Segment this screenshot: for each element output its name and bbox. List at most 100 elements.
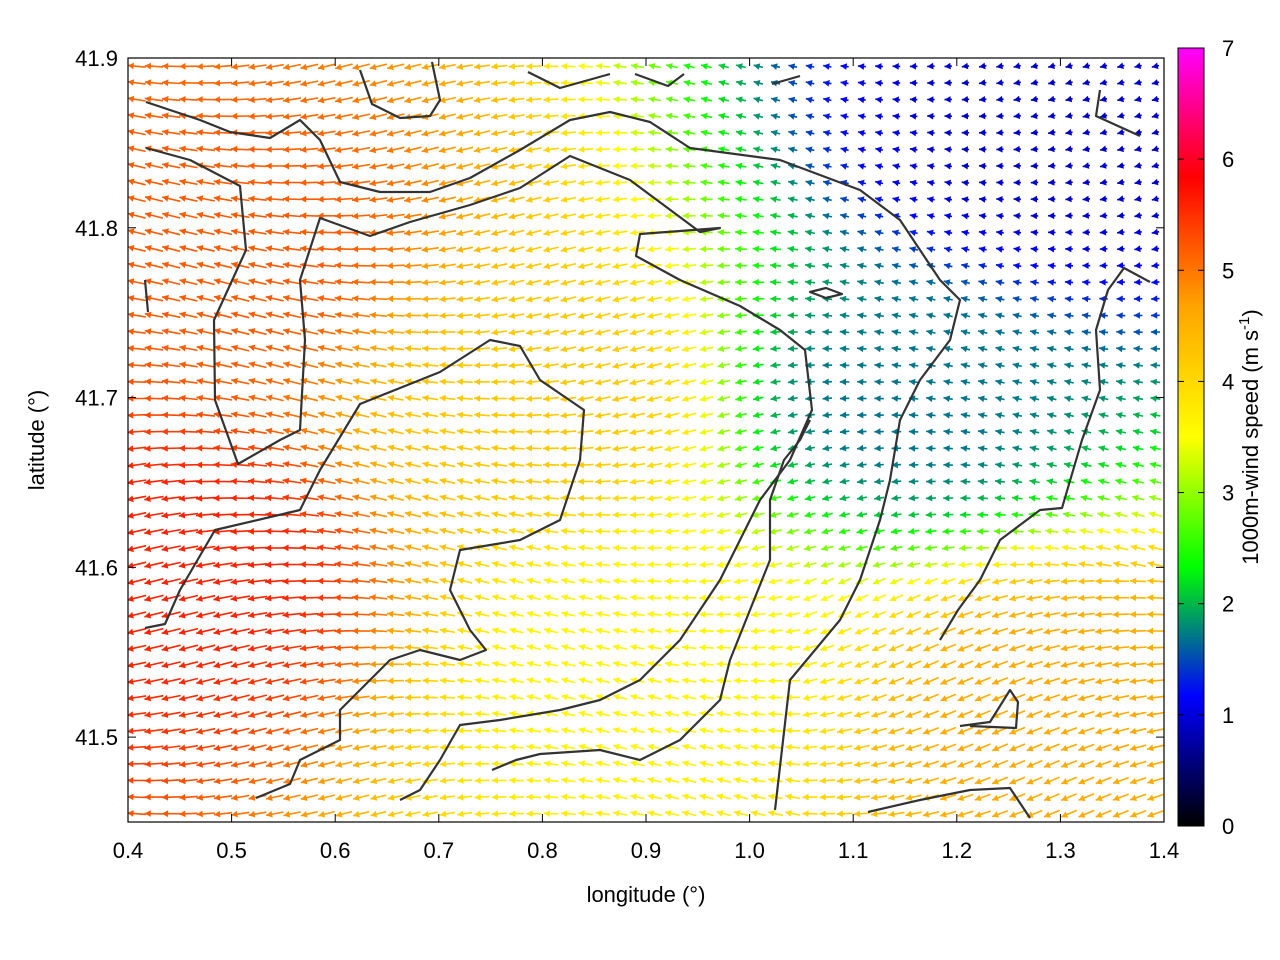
wind-arrow [456, 196, 474, 203]
wind-arrow [577, 395, 594, 403]
wind-arrow [823, 63, 832, 70]
wind-arrow [922, 743, 940, 752]
wind-arrow [991, 611, 1009, 619]
wind-arrow [926, 445, 936, 452]
wind-arrow [352, 694, 370, 702]
wind-arrow [1095, 727, 1112, 735]
wind-arrow [508, 395, 525, 402]
wind-arrow [213, 211, 233, 219]
wind-arrow [750, 727, 766, 734]
wind-arrow [1064, 312, 1074, 319]
wind-arrow [681, 412, 697, 419]
wind-arrow [923, 627, 939, 635]
wind-arrow [960, 312, 971, 319]
wind-arrow [994, 511, 1006, 519]
wind-arrow [195, 495, 216, 502]
wind-arrow [892, 113, 901, 120]
wind-arrow [995, 312, 1005, 319]
wind-arrow [823, 146, 832, 154]
colorbar-tick-label: 5 [1222, 258, 1234, 283]
wind-arrow [578, 577, 593, 585]
wind-arrow [161, 378, 181, 385]
wind-arrow [853, 794, 870, 801]
wind-arrow [543, 96, 559, 103]
wind-arrow [681, 611, 697, 618]
wind-arrow [144, 128, 164, 136]
wind-arrow [840, 79, 849, 87]
wind-arrow [700, 63, 712, 70]
wind-arrow [768, 677, 783, 685]
wind-arrow [1013, 179, 1021, 186]
wind-arrow [839, 362, 850, 369]
wind-arrow [802, 711, 818, 718]
wind-arrow [629, 229, 645, 236]
wind-arrow [923, 577, 938, 585]
wind-arrow [1117, 162, 1125, 169]
wind-arrow [1043, 677, 1061, 685]
wind-arrow [974, 643, 991, 652]
wind-arrow [768, 594, 783, 602]
wind-arrow [265, 361, 284, 369]
wind-arrow [785, 710, 801, 718]
wind-arrow [664, 362, 680, 369]
wind-arrow [888, 794, 905, 801]
wind-arrow [404, 394, 421, 402]
wind-arrow [960, 494, 971, 502]
wind-arrow [871, 627, 887, 635]
wind-arrow [422, 461, 439, 468]
wind-arrow [1147, 560, 1164, 568]
wind-arrow [1115, 362, 1126, 369]
wind-arrow [560, 296, 577, 303]
wind-arrow [386, 577, 405, 584]
wind-arrow [404, 477, 421, 485]
wind-arrow [1112, 661, 1130, 668]
wind-arrow [128, 295, 146, 302]
wind-arrow [892, 129, 901, 137]
wind-arrow [891, 362, 902, 369]
wind-arrow [1095, 678, 1113, 685]
wind-arrow [734, 478, 748, 485]
wind-arrow [196, 594, 216, 602]
wind-arrow [1129, 611, 1147, 618]
wind-arrow [922, 660, 939, 669]
wind-arrow [128, 361, 146, 369]
wind-arrow [1082, 145, 1091, 153]
wind-arrow [473, 163, 491, 170]
wind-arrow [1099, 95, 1108, 103]
wind-arrow [404, 494, 422, 501]
wind-arrow [804, 279, 816, 286]
wind-arrow [491, 527, 507, 535]
wind-arrow [179, 228, 198, 236]
wind-arrow [386, 163, 405, 170]
wind-arrow [787, 295, 798, 303]
wind-arrow [1146, 661, 1164, 668]
wind-arrow [1063, 461, 1075, 469]
wind-arrow [248, 212, 267, 219]
wind-arrow [888, 643, 905, 652]
wind-arrow [1148, 494, 1162, 502]
wind-arrow [525, 229, 542, 237]
wind-arrow [960, 345, 971, 353]
wind-arrow [785, 727, 801, 734]
wind-arrow [178, 545, 199, 552]
wind-arrow [974, 726, 991, 735]
wind-arrow [978, 96, 987, 103]
wind-arrow [578, 693, 593, 701]
wind-arrow [525, 411, 542, 419]
wind-arrow [822, 312, 833, 319]
wind-arrow [1146, 644, 1164, 651]
wind-arrow [438, 129, 456, 137]
wind-arrow [525, 478, 542, 485]
wind-arrow [1129, 777, 1147, 785]
wind-arrow [508, 362, 525, 369]
wind-arrow [978, 295, 988, 303]
wind-arrow [822, 179, 832, 187]
wind-arrow [1046, 461, 1057, 469]
wind-arrow [474, 577, 490, 585]
wind-arrow [196, 328, 215, 335]
wind-arrow [1133, 328, 1143, 336]
wind-arrow [857, 163, 866, 170]
wind-arrow [978, 146, 987, 153]
wind-arrow [940, 660, 957, 669]
wind-arrow [473, 146, 491, 154]
